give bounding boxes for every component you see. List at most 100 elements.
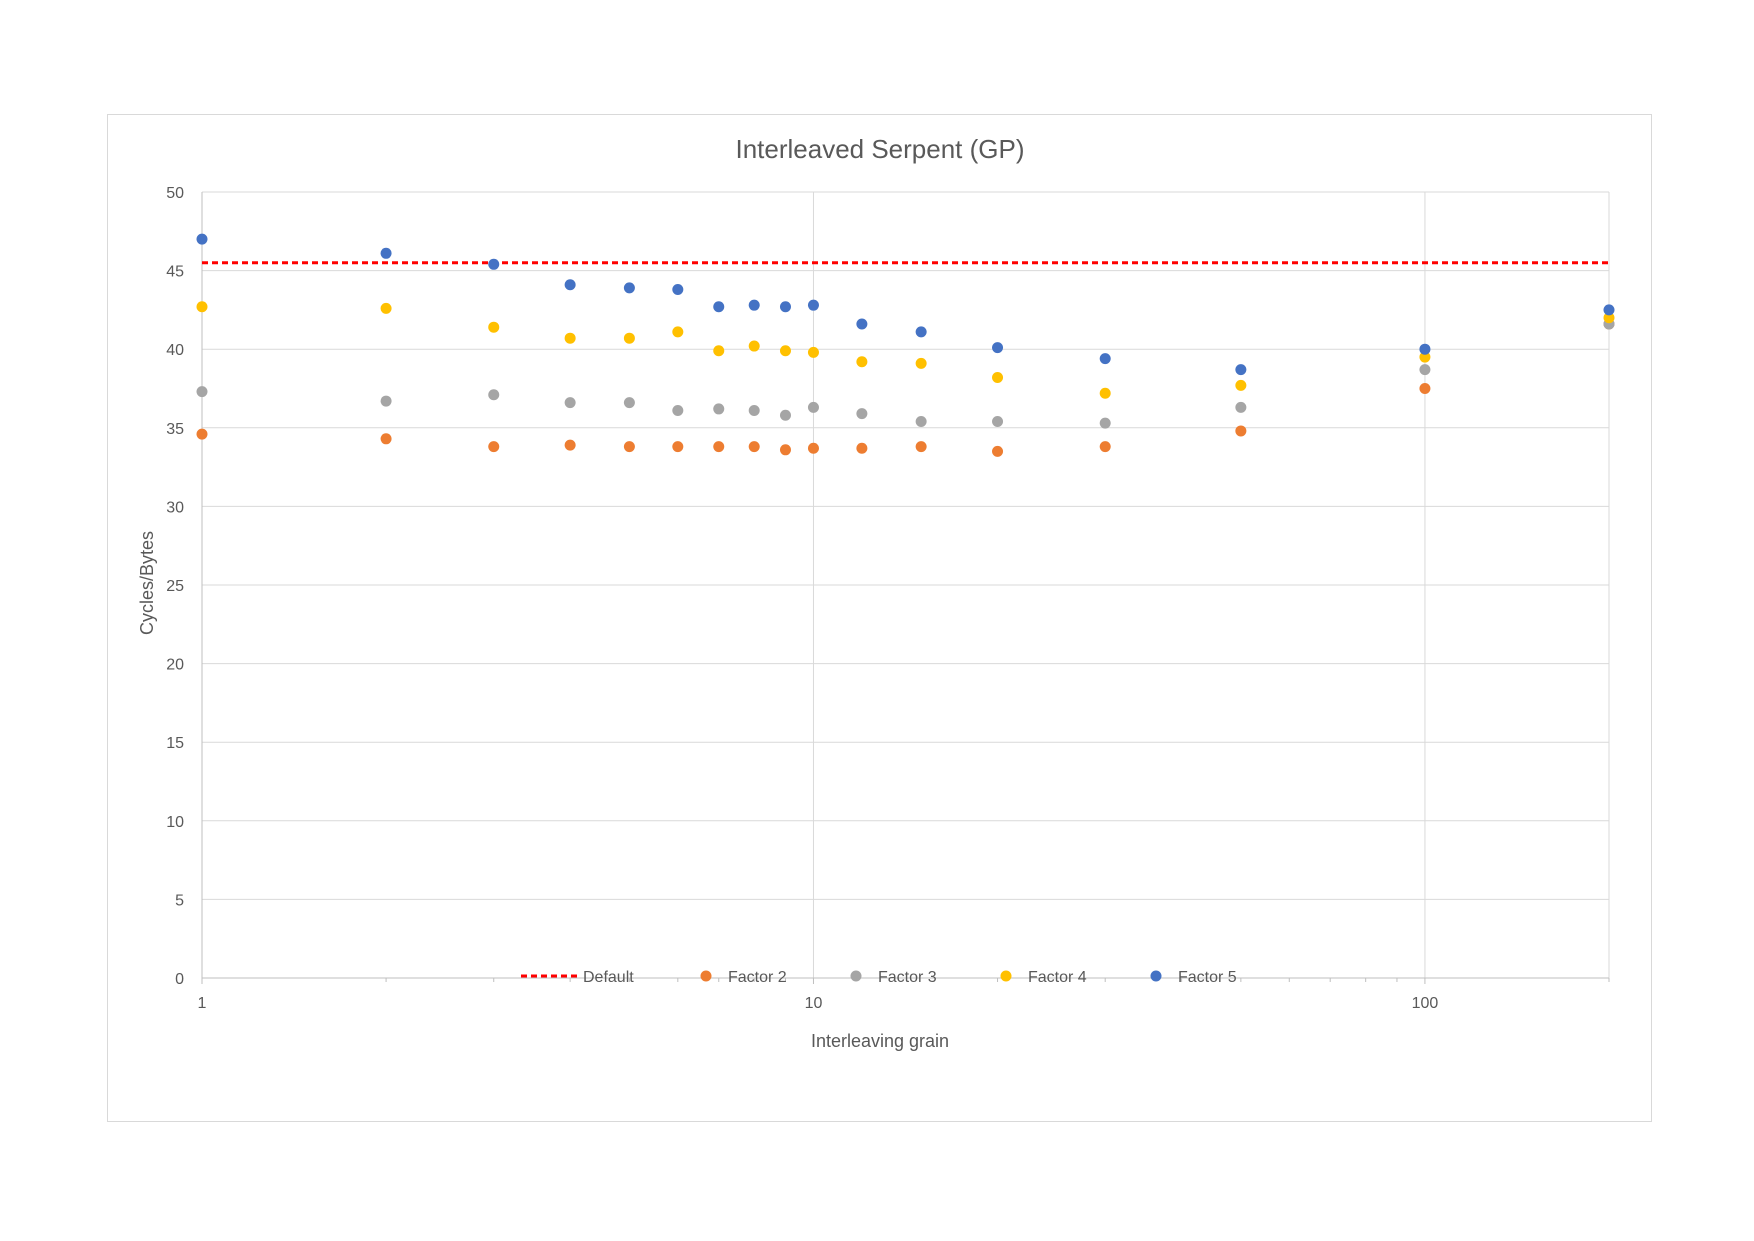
legend-item: Factor 4 — [1000, 969, 1087, 986]
data-point — [992, 371, 1004, 383]
data-point — [196, 428, 208, 440]
data-point — [1603, 312, 1615, 324]
data-point — [672, 283, 684, 295]
legend-item: Factor 5 — [1150, 969, 1237, 986]
series-factor-5 — [196, 233, 1615, 376]
data-point — [713, 345, 725, 357]
data-point — [748, 441, 760, 453]
x-axis-title: Interleaving grain — [811, 1031, 949, 1051]
data-point — [713, 403, 725, 415]
data-point — [992, 342, 1004, 354]
data-point — [488, 321, 500, 333]
data-point — [1419, 383, 1431, 394]
data-point — [380, 395, 392, 407]
axes — [201, 192, 1610, 984]
legend-swatch — [1000, 970, 1012, 982]
data-point — [380, 433, 392, 445]
data-point — [1603, 304, 1615, 316]
data-point — [779, 301, 791, 313]
gridlines — [202, 191, 1610, 978]
data-point — [1235, 364, 1247, 376]
y-tick-label: 50 — [166, 185, 184, 202]
y-tick-label: 25 — [166, 578, 184, 595]
series-factor-2 — [196, 318, 1615, 457]
data-point — [748, 405, 760, 417]
chart-title: Interleaved Serpent (GP) — [735, 134, 1024, 164]
scatter-chart: Interleaved Serpent (GP) 0 5 10 15 20 25 30 35 4… — [137, 134, 1615, 1051]
y-tick-label: 10 — [166, 814, 184, 831]
data-point — [807, 299, 819, 311]
data-point — [1099, 387, 1111, 399]
data-point — [672, 405, 684, 417]
x-tick-label: 100 — [1412, 995, 1439, 1012]
data-points — [196, 233, 1615, 457]
data-point — [564, 439, 576, 451]
data-point — [380, 302, 392, 314]
y-tick-label: 15 — [166, 735, 184, 752]
legend-label: Factor 4 — [1028, 969, 1087, 986]
x-tick-label: 1 — [198, 995, 207, 1012]
data-point — [779, 409, 791, 421]
legend-label: Factor 3 — [878, 969, 937, 986]
data-point — [380, 247, 392, 259]
y-tick-label: 30 — [166, 499, 184, 516]
data-point — [779, 444, 791, 456]
data-point — [915, 441, 927, 453]
data-point — [856, 356, 868, 368]
data-point — [915, 357, 927, 369]
data-point — [779, 345, 791, 357]
legend-swatch — [850, 970, 862, 982]
y-tick-label: 40 — [166, 342, 184, 359]
data-point — [992, 445, 1004, 457]
data-point — [1099, 417, 1111, 429]
data-point — [1099, 441, 1111, 453]
chart-frame: Interleaved Serpent (GP) 0 5 10 15 20 25 30 35 4… — [107, 114, 1652, 1122]
data-point — [1419, 364, 1431, 376]
data-point — [564, 279, 576, 291]
data-point — [915, 416, 927, 428]
y-tick-label: 20 — [166, 657, 184, 674]
legend-swatch — [1150, 970, 1162, 982]
tick-labels: 0 5 10 15 20 25 30 35 40 45 50 1 10 100 — [166, 185, 1438, 1012]
legend-swatch — [700, 970, 712, 982]
data-point — [1419, 351, 1431, 363]
y-tick-label: 35 — [166, 421, 184, 438]
data-point — [713, 441, 725, 453]
data-point — [748, 340, 760, 352]
series-factor-3 — [196, 318, 1615, 429]
x-tick-label: 10 — [805, 995, 823, 1012]
legend: Default Factor 2 Factor 3 Factor 4 Factor 5 — [521, 969, 1237, 986]
data-point — [196, 386, 208, 398]
legend-item: Factor 3 — [850, 969, 937, 986]
data-point — [623, 332, 635, 344]
legend-label: Factor 2 — [728, 969, 787, 986]
y-tick-label: 0 — [175, 971, 184, 988]
data-point — [672, 326, 684, 338]
data-point — [623, 397, 635, 409]
y-tick-label: 45 — [166, 264, 184, 281]
legend-item: Default — [521, 969, 634, 986]
data-point — [1235, 379, 1247, 391]
data-point — [488, 441, 500, 453]
data-point — [564, 332, 576, 344]
data-point — [623, 282, 635, 294]
series-factor-4 — [196, 301, 1615, 399]
data-point — [1235, 401, 1247, 413]
data-point — [1235, 425, 1247, 437]
legend-item: Factor 2 — [700, 969, 787, 986]
data-point — [807, 442, 819, 454]
data-point — [915, 326, 927, 338]
y-axis-title: Cycles/Bytes — [137, 531, 157, 635]
y-tick-label: 5 — [175, 892, 184, 909]
data-point — [1099, 353, 1111, 365]
data-point — [196, 233, 208, 245]
legend-label: Default — [583, 969, 634, 986]
data-point — [196, 301, 208, 313]
data-point — [856, 318, 868, 330]
data-point — [488, 258, 500, 270]
data-point — [713, 301, 725, 313]
data-point — [1419, 343, 1431, 355]
data-point — [564, 397, 576, 409]
data-point — [807, 401, 819, 413]
data-point — [623, 441, 635, 453]
